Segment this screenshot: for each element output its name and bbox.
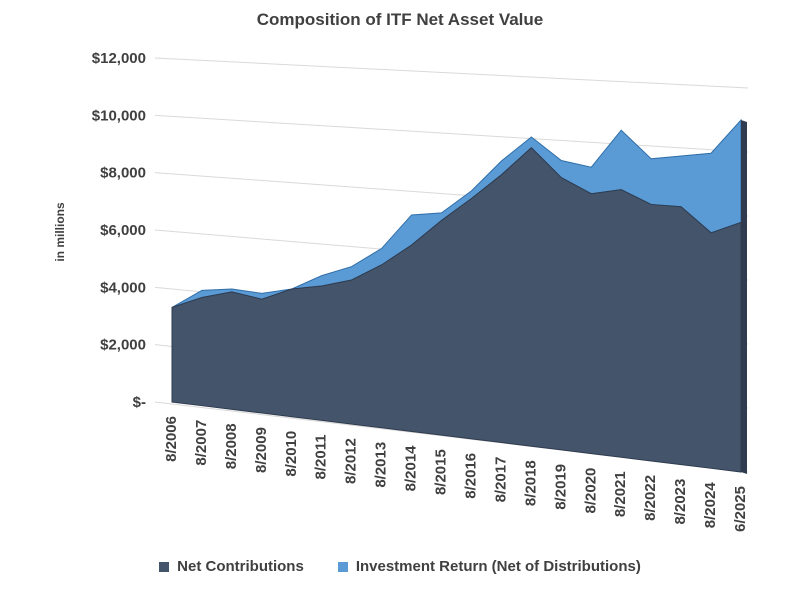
x-axis-ticks: 8/2006 8/2007 8/2008 8/2009 8/2010 8/2011 8/20…	[163, 416, 749, 532]
x-tick-label: 8/2015	[433, 449, 450, 495]
legend-swatch	[159, 561, 170, 572]
x-tick-label: 8/2019	[552, 464, 569, 510]
x-tick-label: 8/2007	[193, 420, 210, 466]
legend: Net Contributions Investment Return (Net…	[0, 558, 800, 575]
y-tick-label: $2,000	[100, 337, 146, 354]
x-tick-label: 8/2021	[612, 471, 629, 517]
x-tick-label: 8/2022	[642, 475, 659, 521]
legend-swatch	[337, 561, 348, 572]
y-tick-label: $10,000	[92, 107, 146, 124]
y-tick-label: $8,000	[100, 165, 146, 182]
chart-title: Composition of ITF Net Asset Value	[256, 10, 544, 29]
x-tick-label: 8/2012	[343, 438, 360, 484]
x-tick-label: 8/2013	[373, 442, 390, 488]
legend-label: Net Contributions	[177, 558, 304, 575]
x-tick-label: 8/2009	[253, 427, 270, 473]
x-tick-label: 8/2024	[702, 482, 719, 529]
y-axis-ticks: $- $2,000 $4,000 $6,000 $8,000 $10,000 $12,000	[92, 50, 146, 411]
y-tick-label: $12,000	[92, 50, 146, 67]
x-tick-label: 8/2017	[492, 457, 509, 503]
legend-label: Investment Return (Net of Distributions)	[355, 558, 641, 575]
area-depth-edge	[741, 120, 747, 474]
x-tick-label: 8/2014	[403, 445, 420, 492]
legend-item-net-contributions: Net Contributions	[159, 558, 304, 575]
legend-item-investment-return: Investment Return (Net of Distributions)	[337, 558, 641, 575]
x-tick-label: 8/2008	[223, 423, 240, 469]
x-tick-label: 8/2023	[672, 479, 689, 525]
area-series	[171, 118, 747, 474]
gridline	[154, 114, 749, 153]
y-tick-label: $-	[133, 394, 146, 411]
y-tick-label: $6,000	[100, 222, 146, 239]
x-tick-label: 8/2020	[582, 468, 599, 514]
x-tick-label: 8/2006	[163, 416, 180, 462]
x-tick-label: 8/2016	[462, 453, 479, 499]
gridline	[154, 57, 749, 89]
x-tick-label: 6/2025	[732, 486, 749, 532]
x-tick-label: 8/2010	[283, 431, 300, 477]
x-tick-label: 8/2018	[522, 460, 539, 506]
y-axis-label: in millions	[53, 202, 67, 262]
x-tick-label: 8/2011	[313, 434, 330, 479]
y-tick-label: $4,000	[100, 279, 146, 296]
